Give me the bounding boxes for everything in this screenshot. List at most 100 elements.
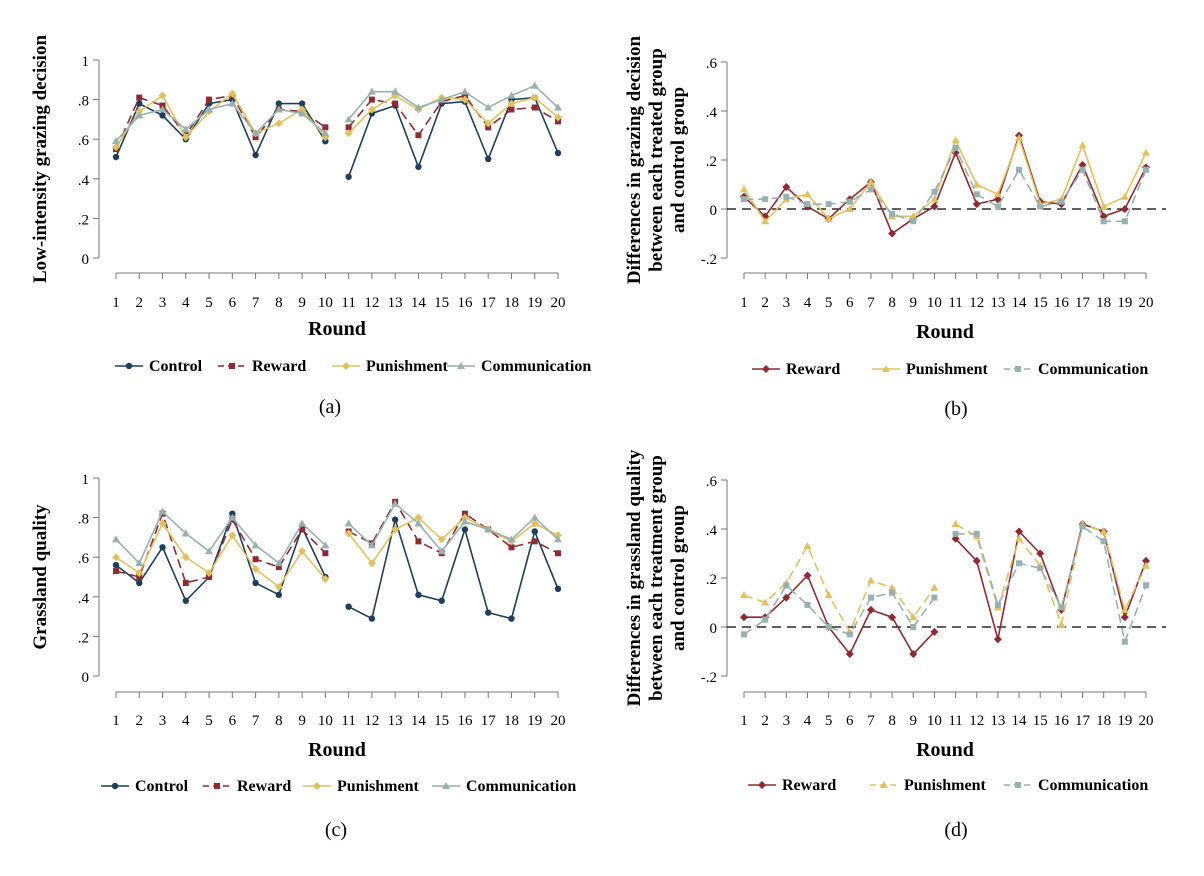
- data-point: [782, 593, 791, 602]
- legend-swatch-marker: [111, 782, 119, 790]
- data-point: [461, 526, 469, 533]
- x-tick-label: 19: [1117, 295, 1132, 311]
- series-line: [955, 523, 1147, 640]
- data-point: [484, 525, 493, 533]
- legend: Reward Punishment Communication: [752, 361, 1148, 378]
- panel-label: (a): [319, 396, 341, 418]
- series-line: [347, 516, 559, 565]
- data-point: [531, 538, 538, 545]
- data-point: [1015, 527, 1024, 536]
- data-point: [554, 103, 562, 111]
- legend-label: Punishment: [904, 777, 986, 794]
- series-line: [115, 94, 326, 150]
- x-tick-label: 11: [948, 713, 962, 729]
- data-point: [112, 553, 120, 562]
- x-tick-label: 20: [551, 713, 566, 729]
- x-tick-label: 2: [136, 295, 144, 311]
- series-communication: [112, 499, 562, 567]
- data-point: [845, 205, 854, 212]
- data-point: [251, 129, 260, 137]
- data-point: [1058, 198, 1065, 205]
- legend-item-communication: Communication: [432, 778, 576, 795]
- data-point: [930, 202, 939, 211]
- x-tick-label: 5: [825, 295, 833, 311]
- y-tick-label: -.2: [701, 252, 717, 268]
- y-tick-label: 1: [82, 472, 90, 488]
- data-point: [972, 200, 981, 209]
- data-point: [158, 91, 167, 100]
- x-tick-label: 1: [112, 295, 120, 311]
- data-point: [740, 185, 748, 193]
- data-point: [367, 87, 376, 95]
- y-axis-title-line: between each treatment group: [646, 455, 667, 701]
- data-point: [1016, 166, 1023, 173]
- x-tick-label: 17: [481, 713, 497, 729]
- x-tick-label: 6: [846, 295, 854, 311]
- x-tick-label: 17: [1075, 295, 1091, 311]
- y-tick-label: 0: [82, 252, 90, 268]
- series-line: [115, 521, 327, 589]
- data-point: [867, 594, 874, 601]
- data-point: [437, 95, 446, 103]
- y-tick-label: .4: [706, 105, 718, 121]
- legend-label: Control: [135, 778, 189, 795]
- series-line: [744, 145, 1147, 223]
- x-tick-label: 8: [888, 295, 896, 311]
- x-tick-label: 6: [846, 713, 854, 729]
- legend-swatch-marker: [229, 363, 235, 369]
- x-tick-label: 16: [457, 713, 473, 729]
- legend-label: Reward: [782, 777, 836, 794]
- data-point: [460, 517, 469, 525]
- legend-item-reward: Reward: [203, 778, 291, 795]
- x-tick-label: 6: [229, 713, 237, 729]
- data-point: [930, 583, 939, 591]
- data-point: [783, 582, 790, 589]
- x-tick-label: 4: [804, 713, 812, 729]
- legend-item-reward: Reward: [218, 358, 306, 375]
- y-tick-label: 0: [710, 621, 718, 637]
- data-point: [298, 547, 307, 556]
- data-point: [484, 119, 493, 128]
- x-axis-title: Round: [916, 739, 974, 761]
- x-tick-label: 5: [205, 713, 213, 729]
- data-point: [825, 201, 832, 208]
- x-tick-label: 14: [411, 295, 427, 311]
- data-point: [804, 201, 811, 208]
- legend-label: Communication: [1038, 777, 1148, 794]
- data-point: [740, 613, 748, 622]
- x-tick-label: 3: [159, 713, 167, 729]
- x-tick-label: 6: [229, 295, 237, 311]
- data-point: [228, 513, 237, 521]
- x-tick-label: 1: [740, 295, 748, 311]
- y-axis-title: Differences in grazing decision between e…: [624, 35, 689, 284]
- data-point: [866, 178, 875, 186]
- data-point: [158, 519, 167, 528]
- data-point: [507, 535, 516, 543]
- data-point: [508, 615, 515, 622]
- data-point: [275, 591, 283, 599]
- y-tick-label: .4: [78, 591, 90, 607]
- data-point: [1099, 527, 1108, 535]
- y-tick-label: .8: [78, 512, 89, 528]
- y-axis-title: Differences in grassland quality between …: [624, 449, 689, 706]
- data-point: [803, 190, 812, 198]
- x-tick-label: 16: [457, 295, 473, 311]
- data-point: [972, 556, 981, 565]
- data-point: [182, 579, 189, 586]
- data-point: [866, 605, 875, 614]
- data-point: [367, 105, 376, 114]
- data-point: [415, 538, 422, 545]
- x-tick-label: 5: [205, 295, 213, 311]
- legend-item-punishment: Punishment: [332, 358, 448, 375]
- legend-item-punishment: Punishment: [872, 361, 988, 378]
- legend-item-control: Control: [115, 358, 203, 375]
- data-point: [298, 100, 306, 107]
- legend-swatch-marker: [880, 781, 888, 788]
- data-point: [1121, 638, 1128, 645]
- panel-label: (b): [944, 398, 967, 420]
- data-point: [888, 229, 897, 238]
- legend-label: Reward: [786, 361, 840, 378]
- data-point: [345, 603, 352, 610]
- series-line: [347, 96, 559, 178]
- x-tick-label: 8: [888, 713, 896, 729]
